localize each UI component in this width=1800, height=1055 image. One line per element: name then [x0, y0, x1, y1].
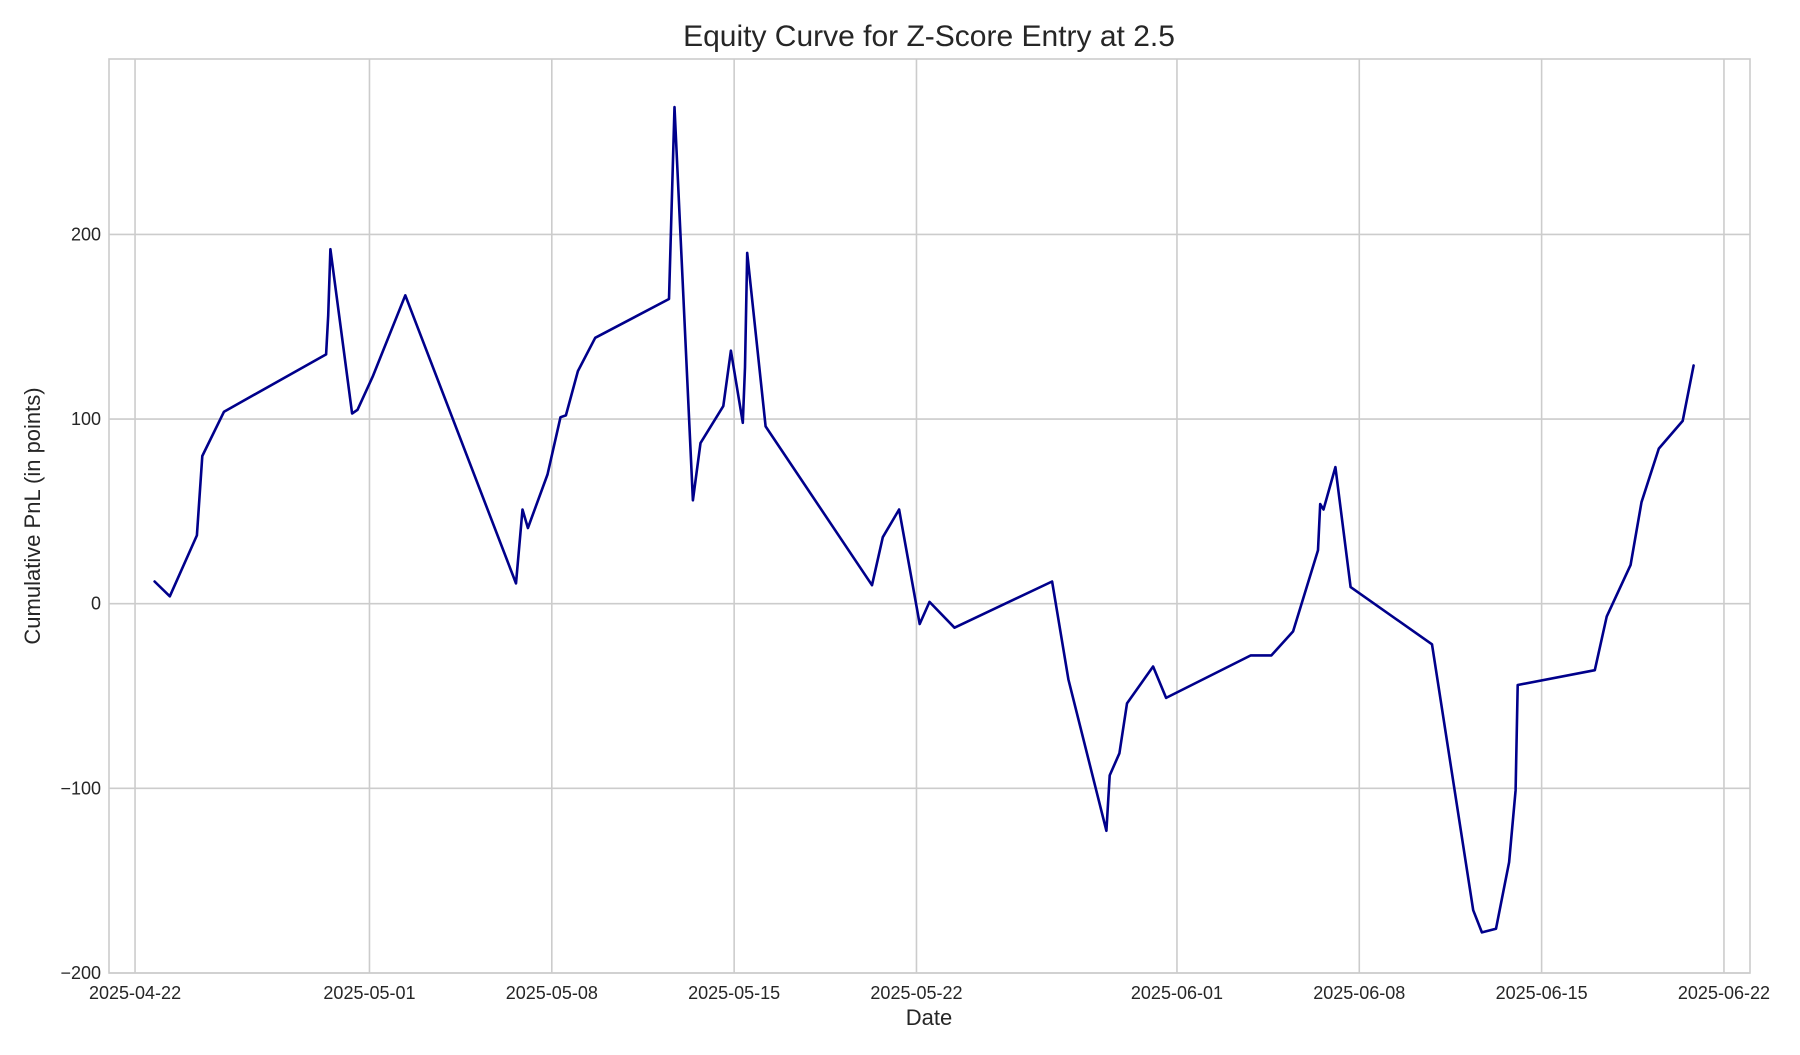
x-tick-label: 2025-05-22: [870, 983, 962, 1003]
y-tick-labels: −200 −100 0 100 200: [60, 224, 101, 983]
x-tick-label: 2025-05-15: [688, 983, 780, 1003]
x-axis-label: Date: [906, 1005, 952, 1030]
x-tick-label: 2025-05-08: [506, 983, 598, 1003]
x-grid-lines: [134, 59, 1725, 973]
x-tick-label: 2025-06-08: [1313, 983, 1405, 1003]
x-tick-label: 2025-04-22: [89, 983, 181, 1003]
x-tick-label: 2025-06-15: [1496, 983, 1588, 1003]
y-tick-label: 100: [71, 409, 101, 429]
equity-curve-line: [153, 105, 1695, 934]
chart-title: Equity Curve for Z-Score Entry at 2.5: [683, 20, 1175, 53]
x-tick-labels: 2025-04-22 2025-05-01 2025-05-08 2025-05-15…: [89, 983, 1770, 1003]
y-grid-lines: [109, 233, 1750, 974]
y-tick-label: −200: [60, 963, 101, 983]
x-tick-label: 2025-05-01: [323, 983, 415, 1003]
y-axis-label: Cumulative PnL (in points): [20, 387, 45, 644]
x-tick-label: 2025-06-01: [1131, 983, 1223, 1003]
x-tick-label: 2025-06-22: [1678, 983, 1770, 1003]
y-tick-label: 0: [91, 594, 101, 614]
y-tick-label: −100: [60, 778, 101, 798]
y-tick-label: 200: [71, 224, 101, 244]
plot-area: [108, 58, 1751, 974]
